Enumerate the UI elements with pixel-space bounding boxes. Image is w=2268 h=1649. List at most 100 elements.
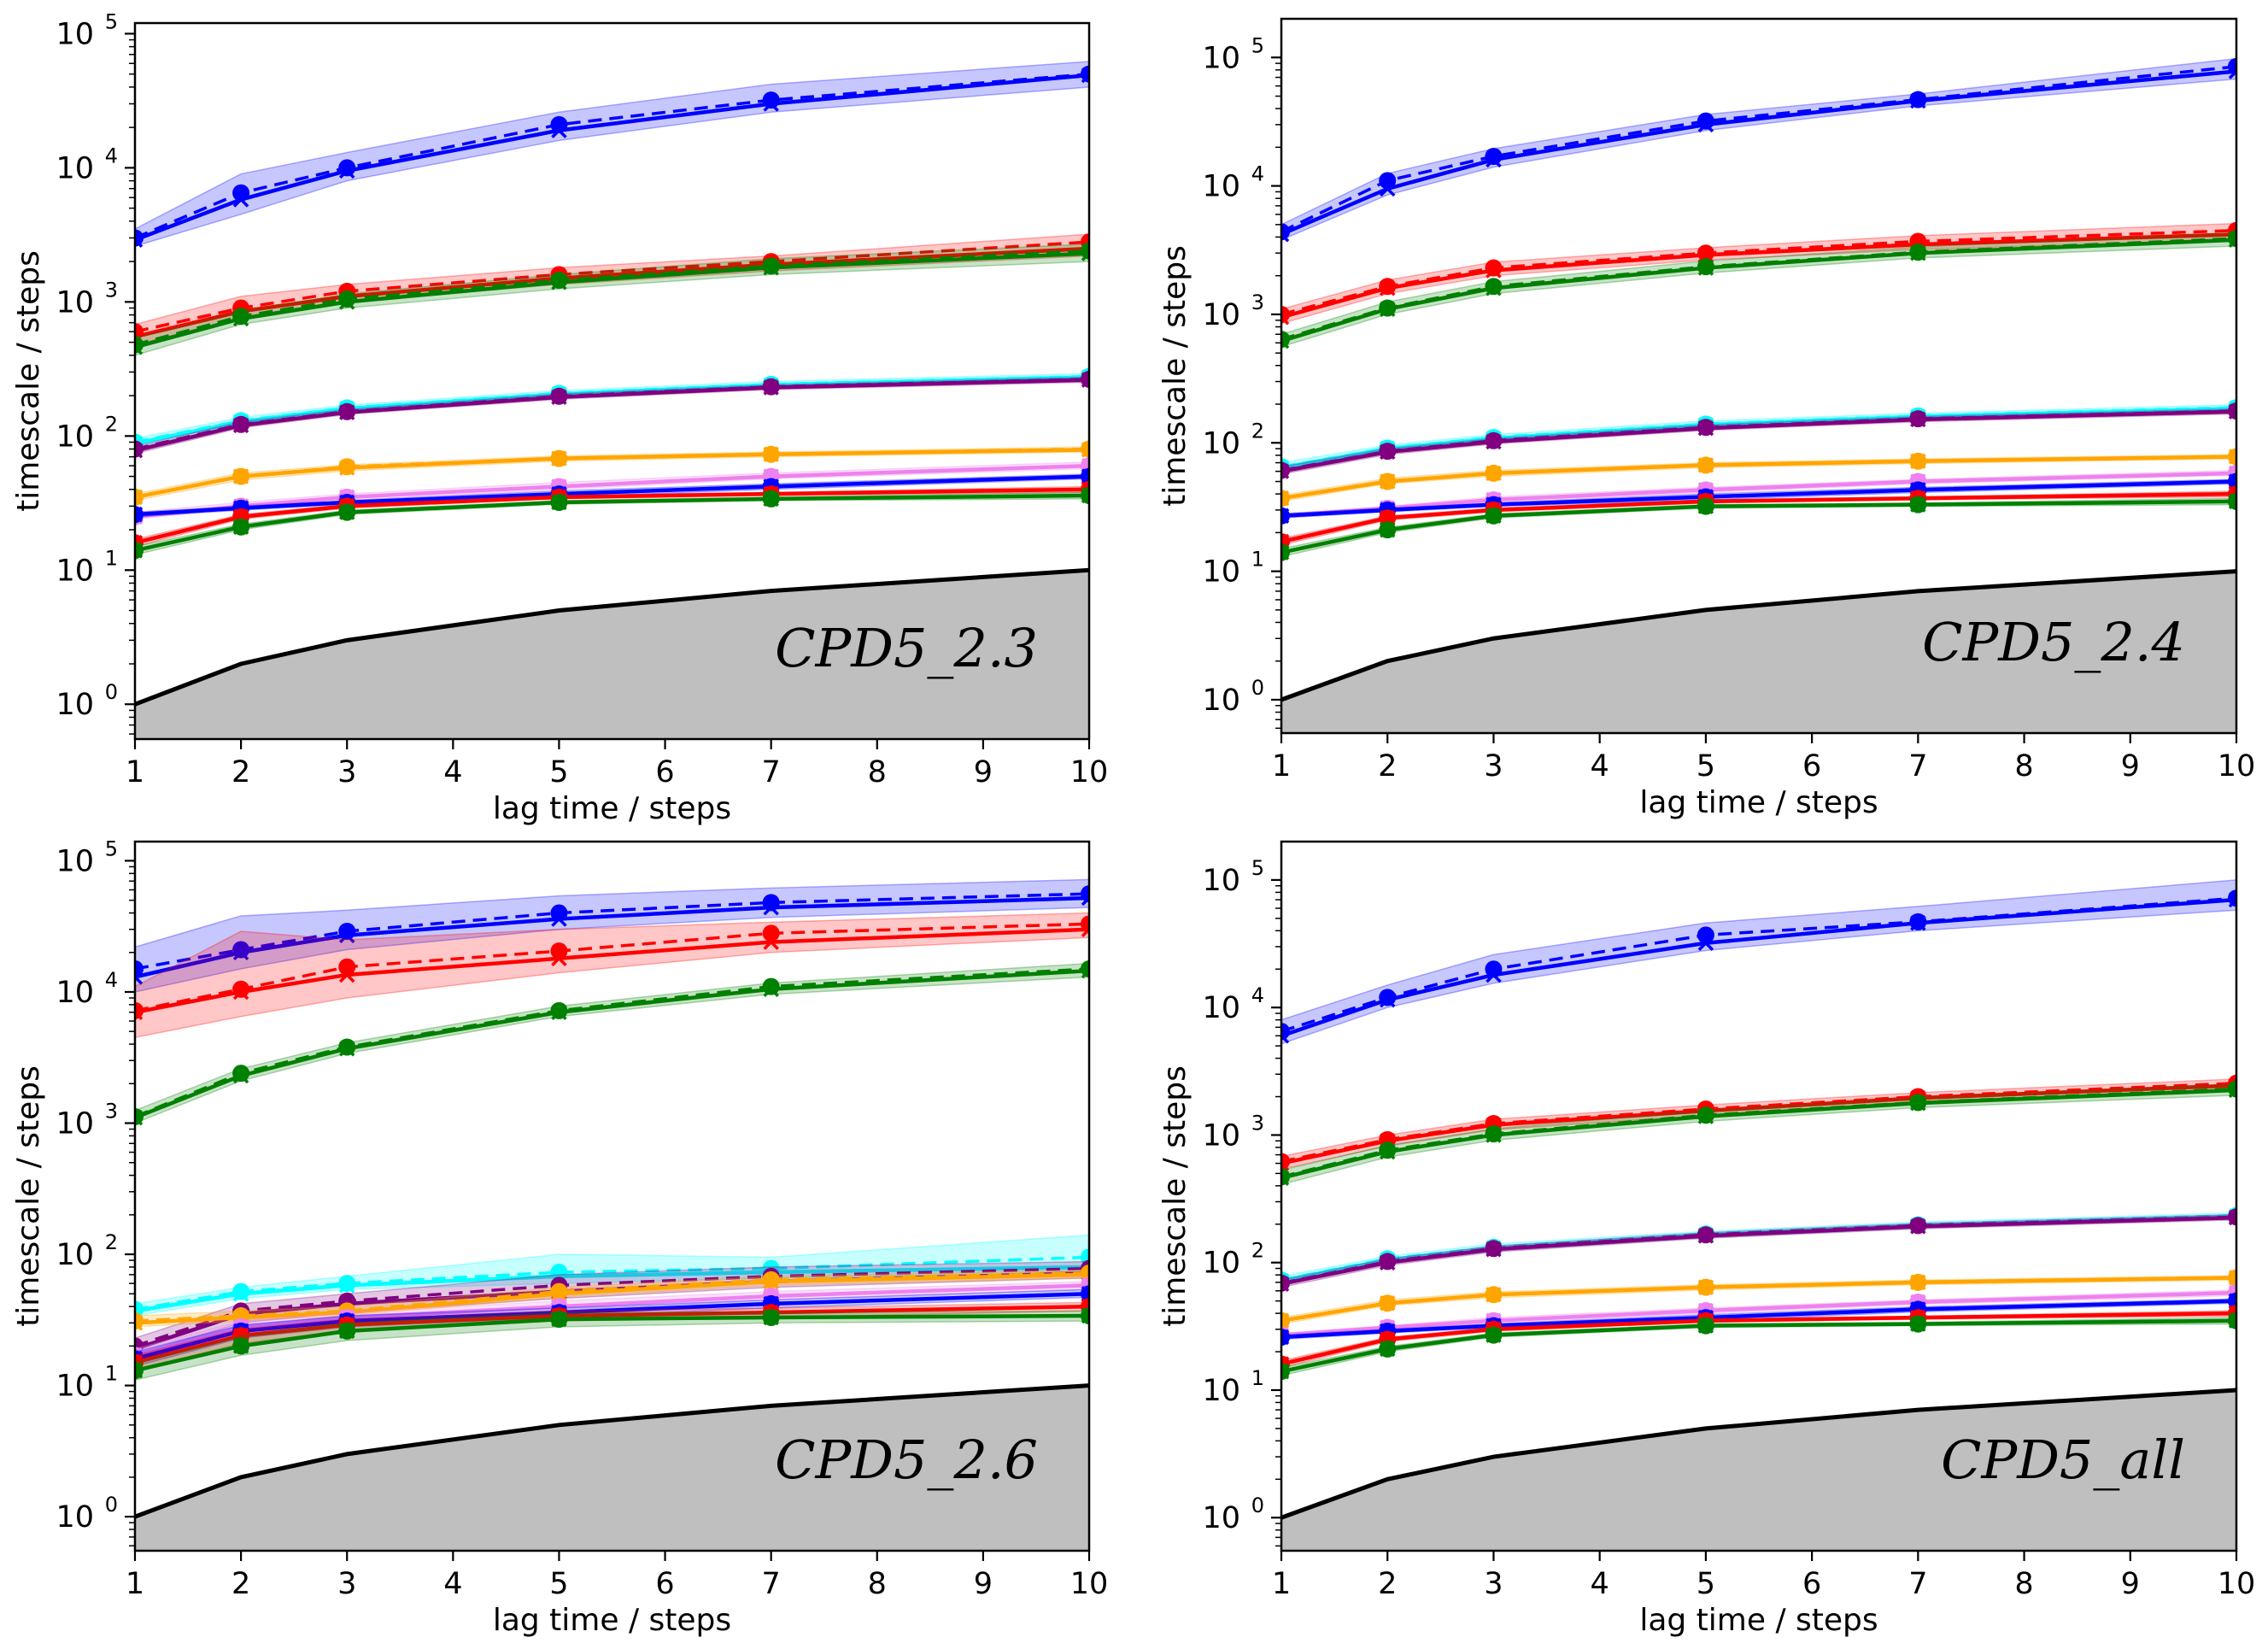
lag-time-line [1281, 1388, 2236, 1520]
circle-marker [762, 924, 780, 942]
sample-mean-line [1281, 1213, 2236, 1282]
sample-mean-line [1281, 406, 2236, 469]
circle-marker [762, 91, 780, 109]
series-10 [1281, 492, 2236, 561]
y-tick-label: 10 [56, 1500, 94, 1535]
circle-marker [1485, 464, 1503, 482]
circle-marker [762, 1270, 780, 1288]
circle-marker [135, 959, 144, 977]
sample-mean-line [1281, 896, 2236, 1033]
circle-marker [1281, 490, 1290, 508]
y-tick-label: 10 [56, 554, 94, 588]
circle-marker [338, 290, 356, 308]
circle-marker [1379, 521, 1397, 539]
circle-marker [762, 977, 780, 995]
y-tick-exponent: 5 [1251, 856, 1264, 880]
series-6 [1281, 448, 2236, 508]
plot-area [1281, 57, 2236, 733]
estimate-line [1281, 1214, 2236, 1283]
circle-marker [2228, 402, 2236, 420]
circle-marker [1697, 926, 1714, 944]
y-tick-exponent: 3 [105, 278, 118, 302]
x-tick-label: 7 [762, 1567, 781, 1601]
circle-marker [1697, 497, 1714, 515]
confidence-band [135, 878, 1089, 993]
series-6 [1281, 1269, 2236, 1329]
circle-marker [1281, 1363, 1290, 1381]
circle-marker [1485, 1326, 1503, 1344]
circle-marker [1379, 1340, 1397, 1358]
circle-marker [1281, 1312, 1290, 1329]
circle-marker [232, 1065, 250, 1083]
y-tick-label: 10 [56, 1238, 94, 1272]
circle-marker [1081, 440, 1089, 458]
confidence-band [1281, 1213, 2236, 1288]
circle-marker [1485, 147, 1503, 165]
series-10 [135, 1306, 1089, 1382]
sample-mean-line [1281, 492, 2236, 543]
circle-marker [1909, 410, 1927, 428]
series-5 [135, 370, 1089, 459]
sample-mean-line [1281, 1319, 2236, 1373]
circle-marker [2228, 1269, 2236, 1287]
y-tick-label: 10 [1202, 1247, 1240, 1281]
y-tick-label: 10 [56, 1107, 94, 1141]
x-tick-label: 8 [868, 755, 887, 789]
circle-marker [762, 445, 780, 463]
circle-marker [135, 1001, 144, 1019]
circle-marker [2228, 1080, 2236, 1098]
circle-marker [338, 1322, 356, 1340]
y-tick-exponent: 2 [1251, 419, 1264, 443]
x-tick-label: 4 [443, 1567, 462, 1601]
x-tick-label: 7 [1908, 749, 1927, 783]
sample-mean-line [1281, 455, 2236, 500]
y-tick-exponent: 0 [105, 680, 118, 704]
circle-marker [550, 1264, 568, 1282]
circle-marker [550, 1311, 568, 1329]
circle-marker [135, 1312, 144, 1330]
circle-marker [1697, 244, 1714, 262]
circle-marker [1281, 1153, 1290, 1171]
circle-marker [232, 308, 250, 326]
circle-marker [2228, 889, 2236, 907]
lag-time-line [135, 567, 1089, 707]
sample-mean-line [1281, 237, 2236, 341]
estimate-line [135, 927, 1089, 1014]
circle-marker [1485, 507, 1503, 525]
y-tick-label: 10 [1202, 1118, 1240, 1153]
y-tick-exponent: 3 [1251, 290, 1264, 314]
x-tick-label: 2 [1378, 749, 1397, 783]
circle-marker [232, 1337, 250, 1355]
y-tick-exponent: 2 [1251, 1239, 1264, 1263]
sample-mean-line [1281, 1276, 2236, 1323]
panel-label: CPD5_2.3 [775, 617, 1038, 679]
circle-marker [1281, 543, 1290, 561]
series-2 [1281, 221, 2236, 326]
estimate-line [135, 1265, 1089, 1313]
circle-marker [1909, 244, 1927, 261]
sample-mean-line [1281, 1082, 2236, 1164]
x-tick-label: 1 [126, 755, 144, 789]
circle-marker [1909, 913, 1927, 930]
circle-marker [1281, 1329, 1290, 1347]
circle-marker [2228, 492, 2236, 510]
circle-marker [1379, 172, 1397, 190]
y-tick-exponent: 0 [1251, 1493, 1264, 1517]
circle-marker [135, 506, 144, 524]
panel-label: CPD5_2.4 [1922, 611, 2185, 673]
circle-marker [1909, 1094, 1927, 1112]
lag-time-line [135, 1383, 1089, 1519]
x-tick-label: 4 [1591, 749, 1609, 783]
circle-marker [2228, 448, 2236, 466]
circle-marker [1697, 456, 1714, 474]
estimate-line [135, 1272, 1089, 1325]
y-axis-label: timescale / steps [1157, 245, 1193, 507]
x-tick-label: 2 [1378, 1567, 1397, 1601]
lag-time-region [135, 570, 1089, 739]
sample-mean-line [135, 892, 1089, 971]
y-tick-exponent: 4 [1251, 983, 1264, 1007]
series-5 [1281, 1208, 2236, 1292]
sample-mean-line [1281, 1215, 2236, 1285]
